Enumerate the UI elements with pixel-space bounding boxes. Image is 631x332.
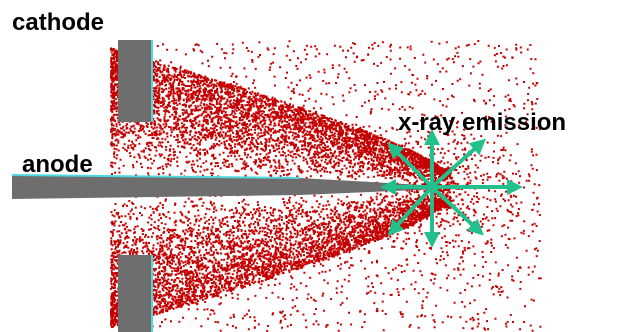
cathode-label: cathode xyxy=(12,9,104,36)
cathode-upper xyxy=(118,40,152,122)
cathode-lower xyxy=(118,255,152,332)
anode xyxy=(12,175,440,199)
diagram: cathode anode x-ray emission xyxy=(0,0,631,332)
emission-label: x-ray emission xyxy=(398,109,566,136)
anode-label: anode xyxy=(22,151,93,178)
